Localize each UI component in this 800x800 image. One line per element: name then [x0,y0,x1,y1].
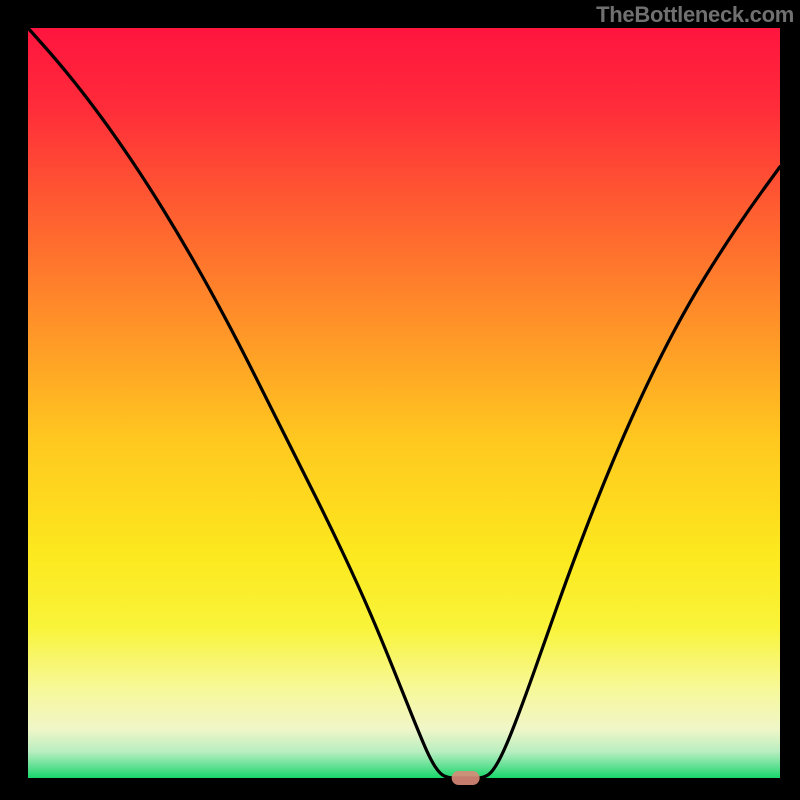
plot-background [28,28,780,778]
watermark-text: TheBottleneck.com [596,2,794,28]
chart-svg [0,0,800,800]
bottleneck-chart: TheBottleneck.com [0,0,800,800]
optimal-marker [452,771,480,785]
